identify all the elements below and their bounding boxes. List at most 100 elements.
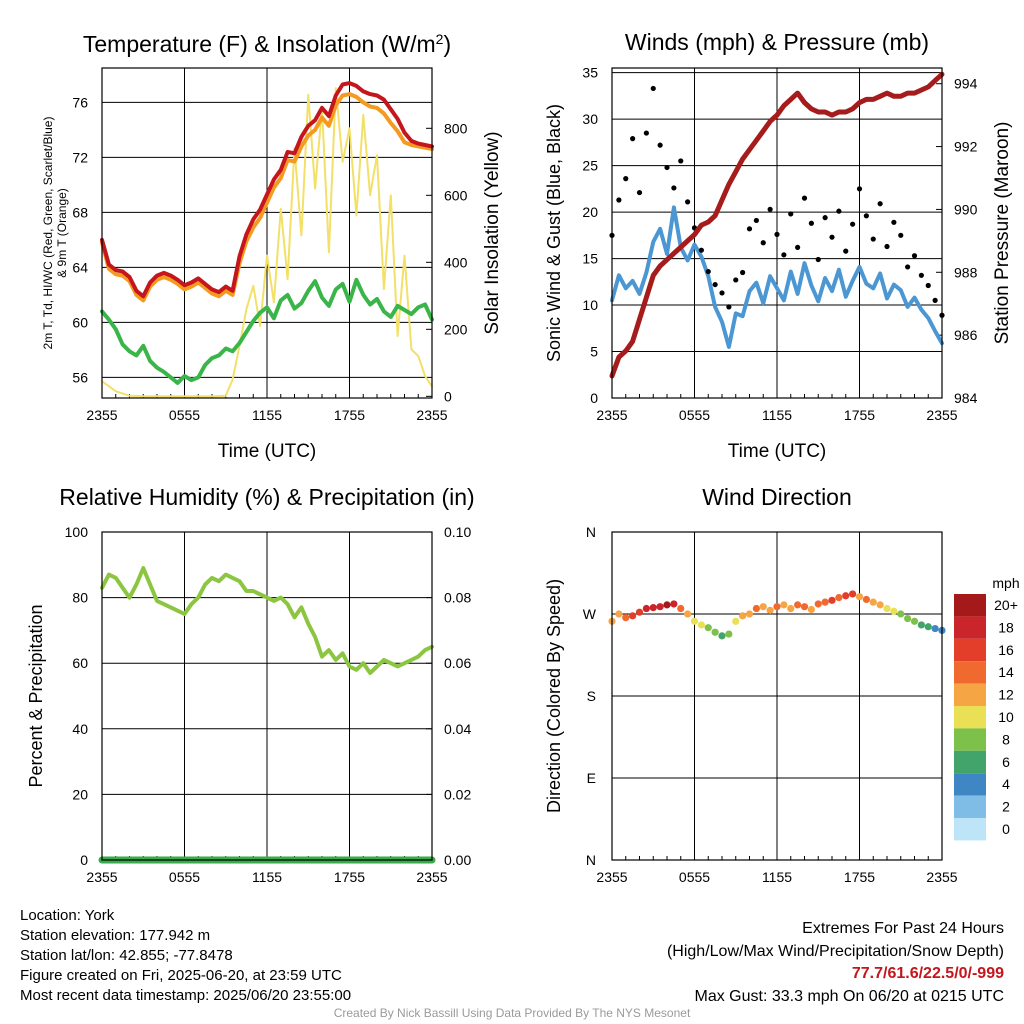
y-tick-label: N (586, 852, 596, 868)
gust-point (795, 244, 801, 251)
direction-point (869, 598, 877, 606)
y-tick-label: 5 (590, 344, 598, 360)
y-tick-label: 20 (72, 786, 88, 802)
y-tick-label: 40 (72, 721, 88, 737)
legend-swatch (954, 818, 986, 841)
x-tick-label: 2355 (926, 869, 957, 885)
gust-point (870, 236, 876, 242)
gust-point (918, 272, 924, 278)
series-line-station-pressure (609, 71, 945, 379)
series-line-solar-insolation (101, 87, 433, 398)
direction-point (835, 594, 843, 602)
direction-point (862, 595, 870, 604)
legend-label: 0 (1002, 821, 1010, 837)
x-tick-label: 1755 (844, 869, 875, 885)
gust-point (891, 219, 897, 225)
legend-swatch (954, 616, 986, 639)
y-tick-label: 10 (582, 297, 598, 313)
direction-point (876, 601, 884, 609)
y-tick-label: 72 (72, 149, 88, 165)
direction-point (739, 612, 747, 620)
extremes-subtitle: (High/Low/Max Wind/Precipitation/Snow De… (666, 942, 1004, 960)
y-tick-label: 64 (72, 259, 88, 275)
direction-point (917, 621, 925, 629)
legend-title: mph (992, 575, 1019, 591)
chart-title: Temperature (F) & Insolation (W/m2) (83, 31, 451, 57)
gust-point (863, 213, 869, 219)
title-close-paren: ) (443, 31, 451, 57)
direction-point (635, 608, 644, 616)
gust-point (616, 197, 622, 203)
gust-point (726, 304, 732, 310)
y-tick-label: 76 (72, 94, 88, 110)
series-line-9m-t (100, 92, 434, 303)
x-tick-label: 0555 (169, 869, 200, 885)
direction-point (759, 603, 767, 611)
chart-title: Relative Humidity (%) & Precipitation (i… (59, 484, 474, 510)
gust-point (760, 240, 766, 246)
gust-point (905, 264, 911, 270)
y-right-tick-label: 800 (444, 120, 468, 136)
legend-swatch (954, 728, 986, 751)
humidity-panel: Relative Humidity (%) & Precipitation (i… (26, 484, 475, 885)
y-right-tick-label: 0.06 (444, 655, 471, 671)
gust-point (643, 130, 649, 136)
gust-point (685, 199, 691, 205)
y-right-tick-label: 992 (954, 139, 978, 155)
direction-point (904, 614, 912, 623)
gust-point (705, 268, 711, 275)
series-line-td (100, 277, 434, 385)
legend-swatch (954, 683, 986, 706)
plot-frame (101, 531, 433, 861)
y-axis-label: Sonic Wind & Gust (Blue, Black) (544, 104, 564, 362)
plot-frame (611, 67, 943, 399)
direction-point (684, 610, 692, 618)
recent-timestamp: Most recent data timestamp: 2025/06/20 2… (20, 987, 352, 1004)
x-tick-label: 2355 (416, 869, 447, 885)
x-tick-label: 0555 (169, 407, 200, 423)
y-right-tick-label: 0 (444, 388, 452, 404)
gust-point (925, 282, 931, 289)
speed-color-legend: mph 20+ 18 16 14 12 10 8 6 4 2 0 (954, 575, 1020, 841)
max-gust: Max Gust: 33.3 mph On 06/20 at 0215 UTC (694, 987, 1005, 1005)
direction-point (656, 603, 664, 611)
legend-swatch (954, 795, 986, 818)
direction-point (773, 603, 781, 611)
temperature-panel: Temperature (F) & Insolation (W/m2) 2355 0… (41, 31, 503, 462)
plot-frame (611, 531, 943, 861)
extremes-title: Extremes For Past 24 Hours (802, 920, 1004, 937)
y-tick-label: 100 (65, 524, 89, 540)
gust-point (774, 231, 780, 237)
x-tick-label: 1155 (762, 869, 792, 885)
direction-point (629, 612, 637, 620)
direction-point (704, 624, 712, 632)
direction-point (732, 617, 740, 625)
y-tick-label: W (583, 606, 597, 622)
winds-panel: Winds (mph) & Pressure (mb) 2355 0555 1155 1… (544, 29, 1013, 462)
gust-point (740, 269, 746, 276)
y-tick-label: 80 (72, 590, 88, 606)
direction-point (814, 600, 822, 608)
x-tick-label: 1755 (334, 869, 365, 885)
y-tick-label: 60 (72, 314, 88, 330)
y-right-tick-label: 0.10 (444, 524, 471, 540)
y-tick-label: E (587, 770, 596, 786)
y-tick-label: 25 (582, 158, 598, 174)
station-location: Location: York (20, 907, 115, 924)
x-tick-label: 2355 (596, 869, 627, 885)
chart-title: Wind Direction (702, 484, 852, 510)
direction-point (883, 604, 891, 613)
gust-point (911, 253, 918, 259)
y-right-tick-label: 994 (954, 76, 978, 92)
direction-point (807, 605, 815, 614)
gust-point (671, 185, 677, 191)
gust-point (781, 252, 787, 258)
x-tick-label: 1755 (334, 407, 365, 423)
direction-point (718, 632, 726, 640)
gust-point (623, 176, 629, 182)
legend-swatch (954, 661, 986, 684)
gust-point (712, 281, 718, 288)
y-tick-label: S (587, 688, 596, 704)
gust-point (898, 232, 904, 238)
extremes-box: Extremes For Past 24 Hours (High/Low/Max… (667, 918, 1004, 1008)
